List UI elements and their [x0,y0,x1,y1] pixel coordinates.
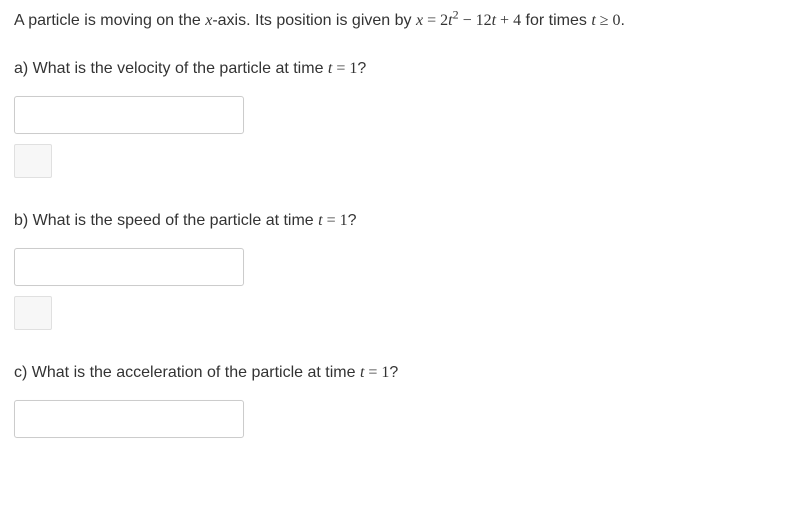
part-b: b) What is the speed of the particle at … [14,212,786,330]
part-b-eq: = [323,212,340,229]
part-b-label: b) What is the speed of the particle at … [14,212,318,229]
part-a-label: a) What is the velocity of the particle … [14,60,328,77]
part-b-text: b) What is the speed of the particle at … [14,212,786,230]
part-a-qmark: ? [357,60,366,77]
part-c-text: c) What is the acceleration of the parti… [14,364,786,382]
part-b-val: 1 [340,212,348,229]
part-b-check-button[interactable] [14,296,52,330]
eq-plus: + [496,12,513,29]
part-c: c) What is the acceleration of the parti… [14,364,786,438]
intro-end: . [621,12,625,29]
eq-const: 4 [513,12,521,29]
eq-minus: − [459,12,476,29]
part-a: a) What is the velocity of the particle … [14,60,786,178]
intro-pre: A particle is moving on the [14,12,205,29]
part-c-answer-input[interactable] [14,400,244,438]
part-c-eq: = [364,364,381,381]
part-b-answer-input[interactable] [14,248,244,286]
eq-coef2: 12 [476,12,492,29]
eq-coef1: 2 [440,12,448,29]
part-a-text: a) What is the velocity of the particle … [14,60,786,78]
part-b-qmark: ? [348,212,357,229]
eq-lhs: x [416,12,423,29]
geq: ≥ [596,12,613,29]
part-c-qmark: ? [389,364,398,381]
eq-sign: = [423,12,440,29]
problem-statement: A particle is moving on the x-axis. Its … [14,10,786,32]
zero: 0 [613,12,621,29]
intro-post1: for times [521,12,591,29]
part-a-check-button[interactable] [14,144,52,178]
part-c-label: c) What is the acceleration of the parti… [14,364,360,381]
part-a-answer-input[interactable] [14,96,244,134]
part-a-eq: = [332,60,349,77]
intro-mid: -axis. Its position is given by [212,12,416,29]
